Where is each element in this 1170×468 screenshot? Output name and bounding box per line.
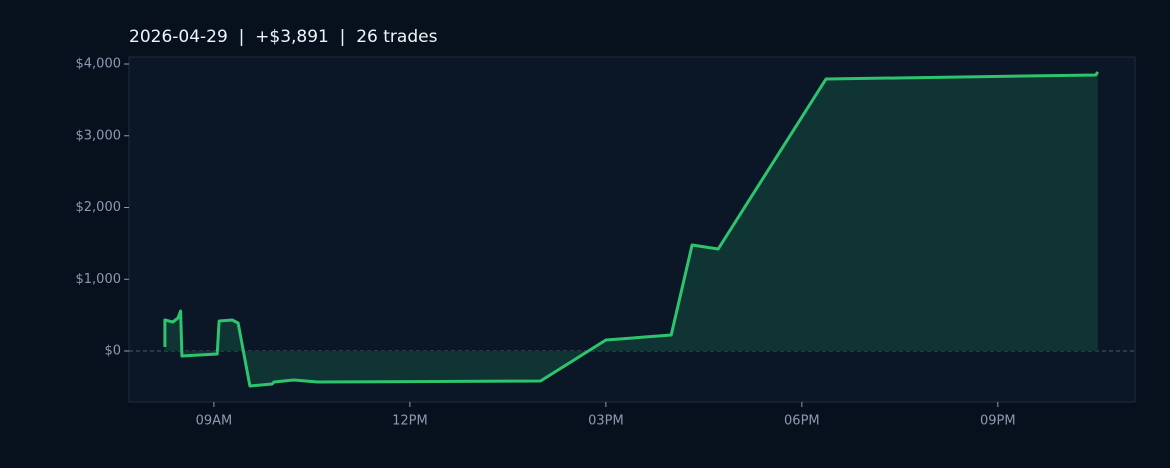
x-tick-label: 03PM bbox=[588, 414, 624, 429]
y-tick-label: $1,000 bbox=[76, 272, 122, 287]
y-tick-label: $4,000 bbox=[76, 57, 122, 72]
x-tick-label: 09AM bbox=[196, 414, 233, 429]
chart-title: 2026-04-29 | +$3,891 | 26 trades bbox=[129, 27, 438, 47]
y-tick-label: $0 bbox=[104, 343, 121, 358]
x-tick-label: 09PM bbox=[980, 414, 1016, 429]
area-fill bbox=[164, 71, 1098, 387]
x-tick-label: 06PM bbox=[784, 414, 820, 429]
y-tick-label: $2,000 bbox=[76, 200, 122, 215]
x-tick-label: 12PM bbox=[392, 414, 428, 429]
line-series bbox=[163, 71, 1100, 388]
y-tick-label: $3,000 bbox=[76, 128, 122, 143]
